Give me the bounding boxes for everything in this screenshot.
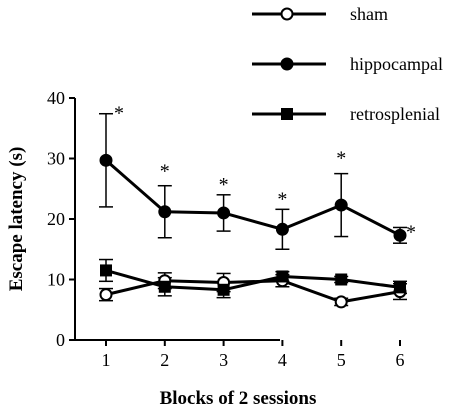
series-lines <box>105 159 401 304</box>
retrosplenial-point <box>276 270 289 283</box>
sham-point <box>99 288 113 302</box>
x-tick-label: 3 <box>219 350 228 370</box>
y-axis-title: Escape latency (s) <box>6 147 27 292</box>
retrosplenial-point <box>100 264 112 277</box>
significance-asterisk: * <box>336 148 346 170</box>
retrosplenial-point <box>335 273 348 286</box>
legend-marker-hippocampal <box>280 57 294 71</box>
retrosplenial-line <box>105 268 401 292</box>
y-tick-label: 20 <box>47 209 65 229</box>
x-tick-label: 5 <box>337 350 346 370</box>
hippocampal-point <box>334 198 348 212</box>
hippocampal-point <box>217 206 231 220</box>
legend-marker-retrosplenial <box>281 108 293 120</box>
retrosplenial-point <box>394 281 406 294</box>
retrosplenial-point <box>217 283 230 296</box>
x-tick-label: 4 <box>278 350 287 370</box>
hippocampal-point <box>393 228 407 242</box>
x-tick-label: 1 <box>102 350 111 370</box>
hippocampal-line <box>105 159 401 237</box>
hippocampal-point <box>275 222 289 236</box>
error-bars <box>99 112 407 307</box>
significance-asterisk: * <box>277 188 287 210</box>
significance-asterisk: * <box>406 221 416 243</box>
x-tick-label: 6 <box>396 350 405 370</box>
y-tick-label: 40 <box>47 88 65 108</box>
legend-label-retrosplenial: retrosplenial <box>350 104 440 124</box>
legend-label-sham: sham <box>350 4 388 24</box>
y-tick-label: 10 <box>47 270 65 290</box>
axes: 0 10 20 30 40 1 2 3 4 5 6 Blocks of 2 sessions Escap… <box>6 88 405 409</box>
hippocampal-point <box>158 205 172 219</box>
legend: sham hippocampal retrosplenial <box>252 4 443 124</box>
y-tick-label: 30 <box>47 149 65 169</box>
hippocampal-point <box>99 153 113 167</box>
sham-point <box>334 295 348 309</box>
legend-label-hippocampal: hippocampal <box>350 54 443 74</box>
series-markers <box>99 153 407 309</box>
x-tick-label: 2 <box>160 350 169 370</box>
legend-marker-sham <box>280 7 294 21</box>
x-axis-title: Blocks of 2 sessions <box>160 388 317 409</box>
significance-annotations: * * * * * * <box>114 103 416 244</box>
significance-asterisk: * <box>160 161 170 183</box>
significance-asterisk: * <box>219 174 229 196</box>
y-tick-label: 0 <box>56 330 65 350</box>
significance-asterisk: * <box>114 103 124 125</box>
retrosplenial-point <box>158 280 171 293</box>
